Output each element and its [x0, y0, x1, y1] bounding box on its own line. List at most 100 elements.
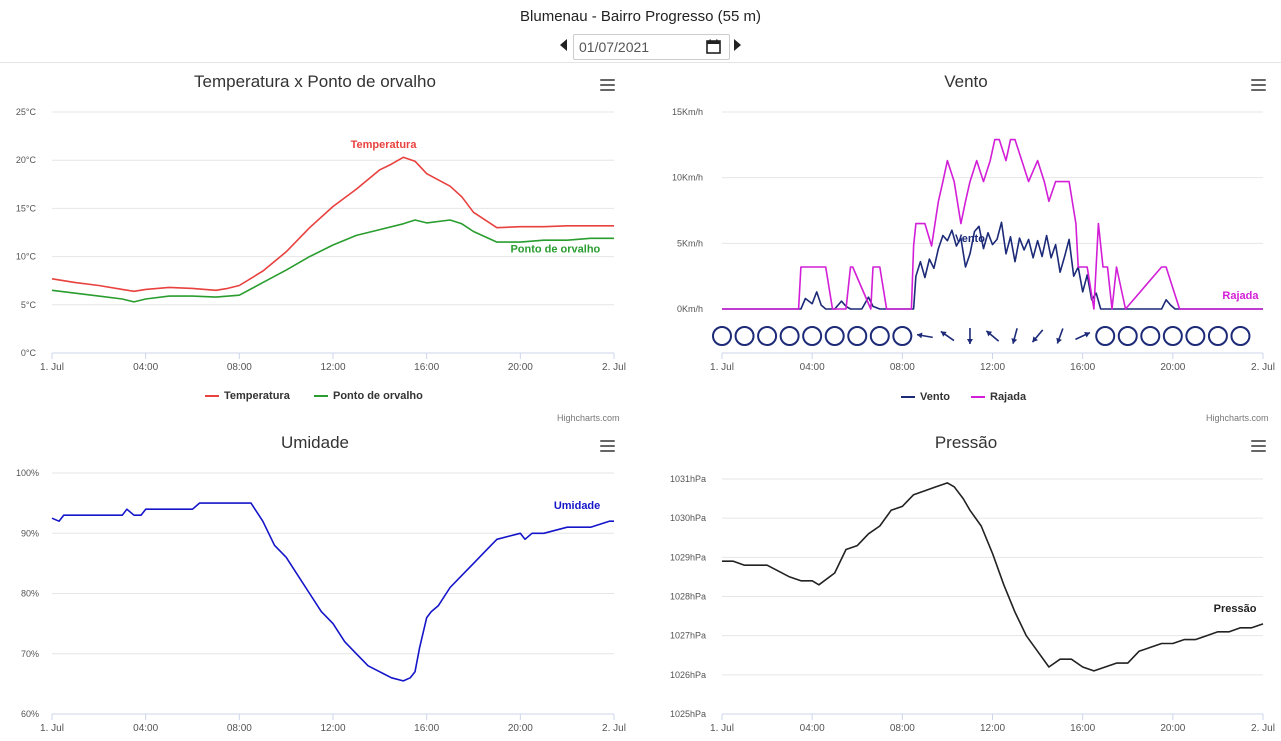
wind-calm-icon	[802, 326, 823, 346]
series-line-temperatura	[51, 156, 614, 293]
legend-swatch	[205, 395, 219, 398]
series-label: Pressão	[1214, 603, 1257, 615]
chart-menu-icon[interactable]	[1251, 79, 1266, 91]
series-label: Umidade	[554, 500, 600, 512]
legend-swatch	[901, 396, 915, 399]
temperature-chart-panel: Temperatura x Ponto de orvalho 0°C 5°C 10°…	[0, 63, 630, 425]
wind-calm-icon	[1095, 326, 1116, 346]
y-tick-label: 80%	[21, 589, 39, 599]
x-tick-label: 04:00	[800, 362, 825, 373]
wind-calm-icon	[779, 326, 800, 346]
highcharts-credits[interactable]: Highcharts.com	[1206, 413, 1269, 423]
chart-title: Vento	[944, 72, 988, 91]
wind-calm-icon	[1230, 326, 1251, 346]
x-tick-label: 12:00	[980, 362, 1005, 373]
wind-calm-icon	[757, 326, 778, 346]
y-tick-label: 0°C	[21, 348, 37, 358]
date-value: 01/07/2021	[579, 39, 650, 55]
legend-label: Rajada	[990, 391, 1027, 403]
wind-calm-icon	[1140, 326, 1161, 346]
x-tick-label: 16:00	[414, 362, 439, 373]
wind-calm-icon	[1207, 326, 1228, 346]
x-tick-label: 08:00	[227, 723, 252, 734]
legend-swatch	[314, 395, 328, 398]
wind-direction-arrow-icon	[966, 328, 973, 344]
pressure-chart-panel: Pressão 1025hPa 1026hPa 1027hPa 1028hPa 1029…	[651, 425, 1281, 741]
previous-day-arrow-icon[interactable]	[560, 39, 567, 51]
y-tick-label: 90%	[21, 528, 39, 538]
wind-calm-icon	[1162, 326, 1183, 346]
x-tick-label: 04:00	[133, 723, 158, 734]
page-header: Blumenau - Bairro Progresso (55 m) 01/07…	[0, 0, 1281, 63]
wind-direction-arrow-icon	[940, 330, 955, 342]
y-tick-label: 1027hPa	[670, 631, 706, 641]
y-tick-label: 20°C	[16, 155, 37, 165]
station-title: Blumenau - Bairro Progresso (55 m)	[520, 8, 761, 25]
series-label: Ponto de orvalho	[510, 243, 600, 255]
wind-calm-icon	[892, 326, 913, 346]
x-tick-label: 08:00	[890, 362, 915, 373]
chart-title: Umidade	[280, 433, 350, 452]
x-tick-label: 08:00	[227, 362, 252, 373]
x-tick-label: 04:00	[800, 723, 825, 734]
humidity-chart: 60% 70% 80% 90% 100% 1. Jul 04:00 08:00 12:00 16:…	[16, 468, 626, 734]
wind-direction-arrow-icon	[916, 332, 933, 339]
wind-chart: 0Km/h 5Km/h 10Km/h 15Km/h 1. Jul 04:00 08:00 12…	[672, 107, 1275, 373]
series-line-ponto-de-orvalho	[51, 219, 614, 303]
series-label: Vento	[955, 233, 985, 245]
pressure-chart: 1025hPa 1026hPa 1027hPa 1028hPa 1029hPa 1030h…	[670, 474, 1275, 734]
legend-label: Temperatura	[224, 390, 290, 402]
x-tick-label: 20:00	[508, 723, 533, 734]
legend-item-rajada[interactable]: Rajada	[971, 391, 1026, 403]
x-tick-label: 2. Jul	[1251, 362, 1275, 373]
y-tick-label: 1025hPa	[670, 709, 706, 719]
x-tick-label: 1. Jul	[710, 362, 734, 373]
x-tick-label: 16:00	[1070, 362, 1095, 373]
series-line-umidade	[51, 502, 614, 682]
x-tick-label: 12:00	[320, 362, 345, 373]
x-tick-label: 04:00	[133, 362, 158, 373]
y-tick-label: 1029hPa	[670, 552, 706, 562]
wind-calm-icon	[824, 326, 845, 346]
chart-menu-icon[interactable]	[600, 79, 615, 91]
series-label: Temperatura	[351, 139, 418, 151]
y-tick-label: 1030hPa	[670, 513, 706, 523]
x-tick-label: 1. Jul	[40, 362, 64, 373]
x-tick-label: 12:00	[320, 723, 345, 734]
series-line-vento	[722, 221, 1263, 310]
chart-menu-icon[interactable]	[1251, 440, 1266, 452]
chart-title: Pressão	[934, 433, 998, 452]
wind-calm-icon	[1117, 326, 1138, 346]
x-tick-label: 12:00	[980, 723, 1005, 734]
wind-calm-icon	[847, 326, 868, 346]
y-tick-label: 25°C	[16, 107, 37, 117]
legend-item-temperatura[interactable]: Temperatura	[205, 390, 290, 402]
legend-item-ponto-de-orvalho[interactable]: Ponto de orvalho	[314, 390, 423, 402]
wind-direction-arrow-icon	[985, 330, 1000, 342]
x-tick-label: 2. Jul	[602, 362, 626, 373]
legend-label: Vento	[920, 391, 950, 403]
series-line-pressão	[722, 482, 1264, 672]
y-tick-label: 0Km/h	[677, 304, 703, 314]
legend-swatch	[971, 396, 985, 399]
legend-item-vento[interactable]: Vento	[901, 391, 950, 403]
y-tick-label: 15°C	[16, 203, 37, 213]
x-tick-label: 20:00	[1160, 362, 1185, 373]
x-tick-label: 1. Jul	[710, 723, 734, 734]
highcharts-credits[interactable]: Highcharts.com	[557, 413, 620, 423]
date-input[interactable]: 01/07/2021	[573, 34, 730, 60]
wind-calm-icon	[869, 326, 890, 346]
wind-calm-icon	[734, 326, 755, 346]
x-tick-label: 20:00	[508, 362, 533, 373]
y-tick-label: 10°C	[16, 252, 37, 262]
temperature-chart: 0°C 5°C 10°C 15°C 20°C 25°C 1. Jul 04:00 08:00 12…	[16, 107, 626, 373]
y-tick-label: 100%	[16, 468, 39, 478]
y-tick-label: 15Km/h	[672, 107, 703, 117]
y-tick-label: 5°C	[21, 300, 37, 310]
chart-menu-icon[interactable]	[600, 440, 615, 452]
x-tick-label: 2. Jul	[602, 723, 626, 734]
calendar-icon[interactable]	[706, 39, 721, 54]
next-day-arrow-icon[interactable]	[734, 39, 741, 51]
wind-calm-icon	[712, 326, 732, 346]
legend-label: Ponto de orvalho	[333, 390, 423, 402]
